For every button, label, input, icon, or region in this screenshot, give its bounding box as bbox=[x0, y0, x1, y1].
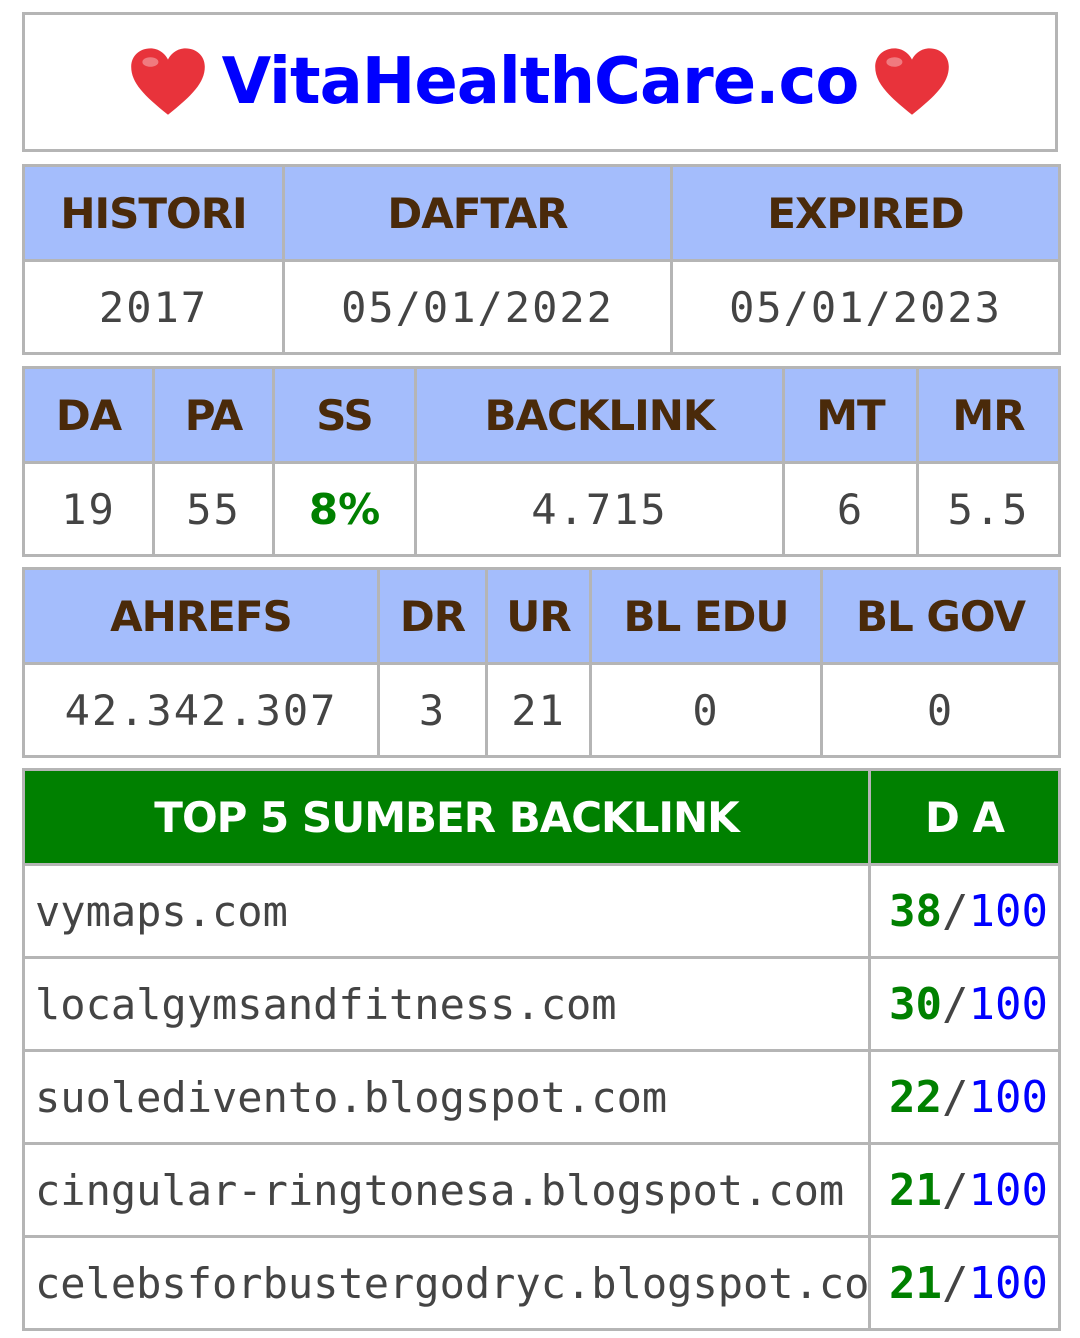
header-bl-edu: BL EDU bbox=[589, 567, 823, 665]
header-mt: MT bbox=[782, 366, 919, 464]
da-score: 21/100 bbox=[868, 1142, 1061, 1238]
table-row: vymaps.com 38/100 bbox=[22, 863, 1061, 959]
table-row: cingular-ringtonesa.blogspot.com 21/100 bbox=[22, 1142, 1061, 1238]
value-mr: 5.5 bbox=[916, 461, 1061, 557]
header-pa: PA bbox=[152, 366, 275, 464]
backlink-source[interactable]: celebsforbustergodryc.blogspot.com bbox=[22, 1235, 871, 1331]
site-name[interactable]: VitaHealthCare.co bbox=[221, 45, 860, 119]
site-title-banner: VitaHealthCare.co bbox=[22, 12, 1058, 152]
value-histori: 2017 bbox=[22, 259, 285, 355]
header-dr: DR bbox=[377, 567, 488, 665]
moz-metrics-table: DA PA SS BACKLINK MT MR 19 55 8% 4.715 6… bbox=[22, 366, 1061, 557]
value-expired: 05/01/2023 bbox=[670, 259, 1061, 355]
header-bl-gov: BL GOV bbox=[820, 567, 1061, 665]
value-ss: 8% bbox=[272, 461, 417, 557]
value-dr: 3 bbox=[377, 662, 488, 758]
ahrefs-metrics-table: AHREFS DR UR BL EDU BL GOV 42.342.307 3 … bbox=[22, 567, 1061, 758]
value-pa: 55 bbox=[152, 461, 275, 557]
table-row: celebsforbustergodryc.blogspot.com 21/10… bbox=[22, 1235, 1061, 1331]
value-ur: 21 bbox=[485, 662, 592, 758]
table-row: localgymsandfitness.com 30/100 bbox=[22, 956, 1061, 1052]
header-ur: UR bbox=[485, 567, 592, 665]
value-mt: 6 bbox=[782, 461, 919, 557]
da-score: 22/100 bbox=[868, 1049, 1061, 1145]
header-mr: MR bbox=[916, 366, 1061, 464]
heart-icon bbox=[130, 48, 205, 115]
da-score: 21/100 bbox=[868, 1235, 1061, 1331]
header-da-score: D A bbox=[868, 768, 1061, 866]
header-ss: SS bbox=[272, 366, 417, 464]
header-da: DA bbox=[22, 366, 155, 464]
backlink-source[interactable]: cingular-ringtonesa.blogspot.com bbox=[22, 1142, 871, 1238]
value-bl-edu: 0 bbox=[589, 662, 823, 758]
table-row: suoledivento.blogspot.com 22/100 bbox=[22, 1049, 1061, 1145]
header-top-sources: TOP 5 SUMBER BACKLINK bbox=[22, 768, 871, 866]
header-daftar: DAFTAR bbox=[282, 164, 673, 262]
value-bl-gov: 0 bbox=[820, 662, 1061, 758]
header-expired: EXPIRED bbox=[670, 164, 1061, 262]
value-backlink: 4.715 bbox=[414, 461, 785, 557]
heart-icon bbox=[875, 48, 950, 115]
da-score: 30/100 bbox=[868, 956, 1061, 1052]
top-backlinks-table: TOP 5 SUMBER BACKLINK D A vymaps.com 38/… bbox=[22, 768, 1061, 1331]
backlink-source[interactable]: localgymsandfitness.com bbox=[22, 956, 871, 1052]
backlink-source[interactable]: vymaps.com bbox=[22, 863, 871, 959]
value-da: 19 bbox=[22, 461, 155, 557]
backlink-source[interactable]: suoledivento.blogspot.com bbox=[22, 1049, 871, 1145]
header-ahrefs: AHREFS bbox=[22, 567, 380, 665]
header-backlink: BACKLINK bbox=[414, 366, 785, 464]
header-histori: HISTORI bbox=[22, 164, 285, 262]
domain-dates-table: HISTORI DAFTAR EXPIRED 2017 05/01/2022 0… bbox=[22, 164, 1061, 355]
value-daftar: 05/01/2022 bbox=[282, 259, 673, 355]
value-ahrefs: 42.342.307 bbox=[22, 662, 380, 758]
da-score: 38/100 bbox=[868, 863, 1061, 959]
